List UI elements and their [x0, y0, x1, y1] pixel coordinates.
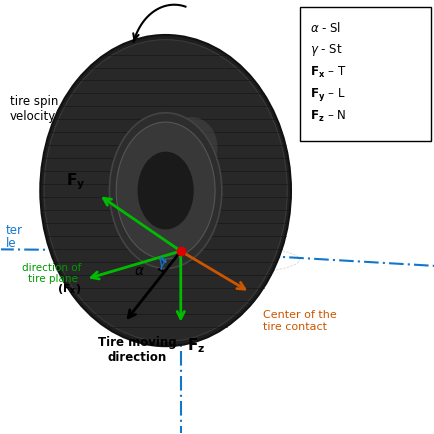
- Ellipse shape: [44, 40, 286, 342]
- Text: $\alpha$ - Sl: $\alpha$ - Sl: [309, 21, 340, 35]
- FancyBboxPatch shape: [299, 8, 431, 141]
- Text: $\mathbf{F_y}$ – L: $\mathbf{F_y}$ – L: [309, 85, 345, 102]
- Ellipse shape: [165, 118, 217, 178]
- Text: $\gamma$ - St: $\gamma$ - St: [309, 42, 341, 58]
- Text: $\alpha$: $\alpha$: [134, 263, 145, 277]
- Ellipse shape: [40, 36, 290, 346]
- Text: $\mathbf{F_z}$ – N: $\mathbf{F_z}$ – N: [309, 108, 345, 124]
- Text: $\mathbf{(F_x)}$: $\mathbf{(F_x)}$: [57, 281, 81, 295]
- Text: $\gamma$: $\gamma$: [156, 256, 167, 272]
- Ellipse shape: [116, 123, 214, 260]
- Ellipse shape: [109, 114, 221, 269]
- Text: Tire moving
direction: Tire moving direction: [98, 335, 177, 364]
- Ellipse shape: [137, 152, 193, 230]
- Text: $\mathbf{F_y}$: $\mathbf{F_y}$: [66, 171, 85, 191]
- Text: tire spin
velocity: tire spin velocity: [10, 95, 58, 123]
- Text: ter: ter: [6, 224, 23, 237]
- Text: $\mathbf{F_z}$: $\mathbf{F_z}$: [187, 335, 205, 354]
- Text: Center of the
tire contact: Center of the tire contact: [262, 310, 336, 331]
- Text: direction of
tire plane: direction of tire plane: [22, 262, 81, 284]
- Text: le: le: [6, 237, 16, 250]
- Text: $\mathbf{F_x}$ – T: $\mathbf{F_x}$ – T: [309, 65, 345, 80]
